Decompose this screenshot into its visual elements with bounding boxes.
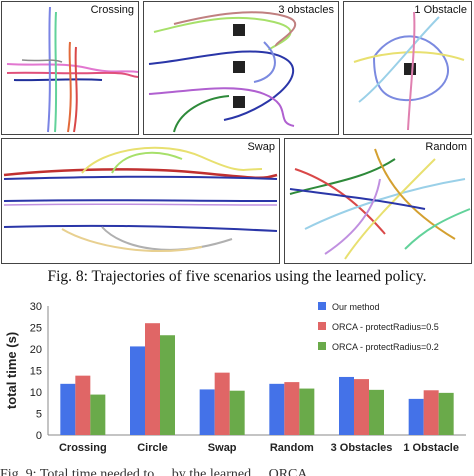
y-axis-label: total time (s)	[4, 332, 19, 409]
obstacle-marker	[233, 61, 245, 73]
figure-caption: Fig. 8: Trajectories of five scenarios u…	[47, 268, 427, 285]
x-tick-label: Crossing	[59, 442, 107, 454]
one-obstacle-trajectories	[353, 11, 465, 131]
bar-our-method	[408, 398, 424, 435]
obstacle-marker	[233, 96, 245, 108]
bar-orca-protectradius-0-5	[75, 375, 91, 435]
bar-orca-protectradius-0-5	[284, 382, 300, 435]
obstacle-marker	[404, 63, 416, 75]
bar-our-method	[269, 383, 285, 435]
y-tick-label: 0	[36, 430, 42, 442]
bar-our-method	[339, 376, 354, 435]
panel-one-obstacle: 1 Obstacle	[343, 1, 472, 135]
bar-orca-protectradius-0-2	[369, 389, 384, 435]
bar-our-method	[130, 346, 145, 435]
total-time-bar-chart: 0 5 10 15 20 25 30 total time (s) Crossing Circle…	[4, 301, 466, 454]
bar-our-method	[199, 389, 215, 435]
legend-label: ORCA - protectRadius=0.2	[332, 342, 439, 352]
x-tick-label: Random	[270, 442, 314, 454]
crossing-trajectories	[6, 6, 138, 133]
legend-swatch	[318, 322, 326, 330]
x-tick-label: 3 Obstacles	[331, 442, 393, 454]
legend-label: Our method	[332, 302, 380, 312]
y-tick-label: 25	[30, 323, 42, 335]
x-tick-label: Swap	[208, 442, 237, 454]
panel-label-crossing: Crossing	[90, 4, 134, 16]
bar-our-method	[60, 383, 76, 435]
legend-swatch	[318, 342, 326, 350]
legend-label: ORCA - protectRadius=0.5	[332, 322, 439, 332]
obstacle-marker	[233, 24, 245, 36]
panel-label-three-obstacles: 3 obstacles	[278, 4, 334, 16]
bar-orca-protectradius-0-2	[438, 392, 454, 435]
panel-label-random: Random	[425, 141, 467, 153]
panel-label-swap: Swap	[247, 141, 275, 153]
bar-orca-protectradius-0-5	[214, 372, 230, 435]
panel-three-obstacles: 3 obstacles	[143, 1, 339, 135]
legend-swatch	[318, 302, 326, 310]
y-tick-label: 30	[30, 301, 42, 313]
random-trajectories	[289, 148, 471, 260]
panel-swap: Swap	[1, 138, 280, 264]
bar-orca-protectradius-0-2	[90, 394, 106, 435]
y-tick-label: 15	[30, 366, 42, 378]
y-tick-label: 10	[30, 387, 42, 399]
panel-crossing: Crossing	[1, 1, 139, 135]
x-tick-label: Circle	[137, 442, 168, 454]
panel-random: Random	[284, 138, 472, 264]
bar-orca-protectradius-0-5	[145, 323, 160, 435]
y-tick-label: 5	[36, 409, 42, 421]
bar-orca-protectradius-0-2	[160, 335, 175, 435]
figure-9-caption-partial: Fig. 9: Total time needed to ... by the …	[0, 467, 321, 476]
panel-label-one-obstacle: 1 Obstacle	[414, 4, 467, 16]
y-tick-label: 20	[30, 344, 42, 356]
bar-orca-protectradius-0-2	[299, 388, 315, 435]
x-tick-label: 1 Obstacle	[403, 442, 459, 454]
three-obstacles-trajectories	[148, 11, 296, 133]
bar-orca-protectradius-0-2	[229, 390, 245, 435]
bar-orca-protectradius-0-5	[423, 390, 439, 435]
swap-trajectories	[3, 146, 278, 252]
bar-orca-protectradius-0-5	[354, 379, 369, 435]
